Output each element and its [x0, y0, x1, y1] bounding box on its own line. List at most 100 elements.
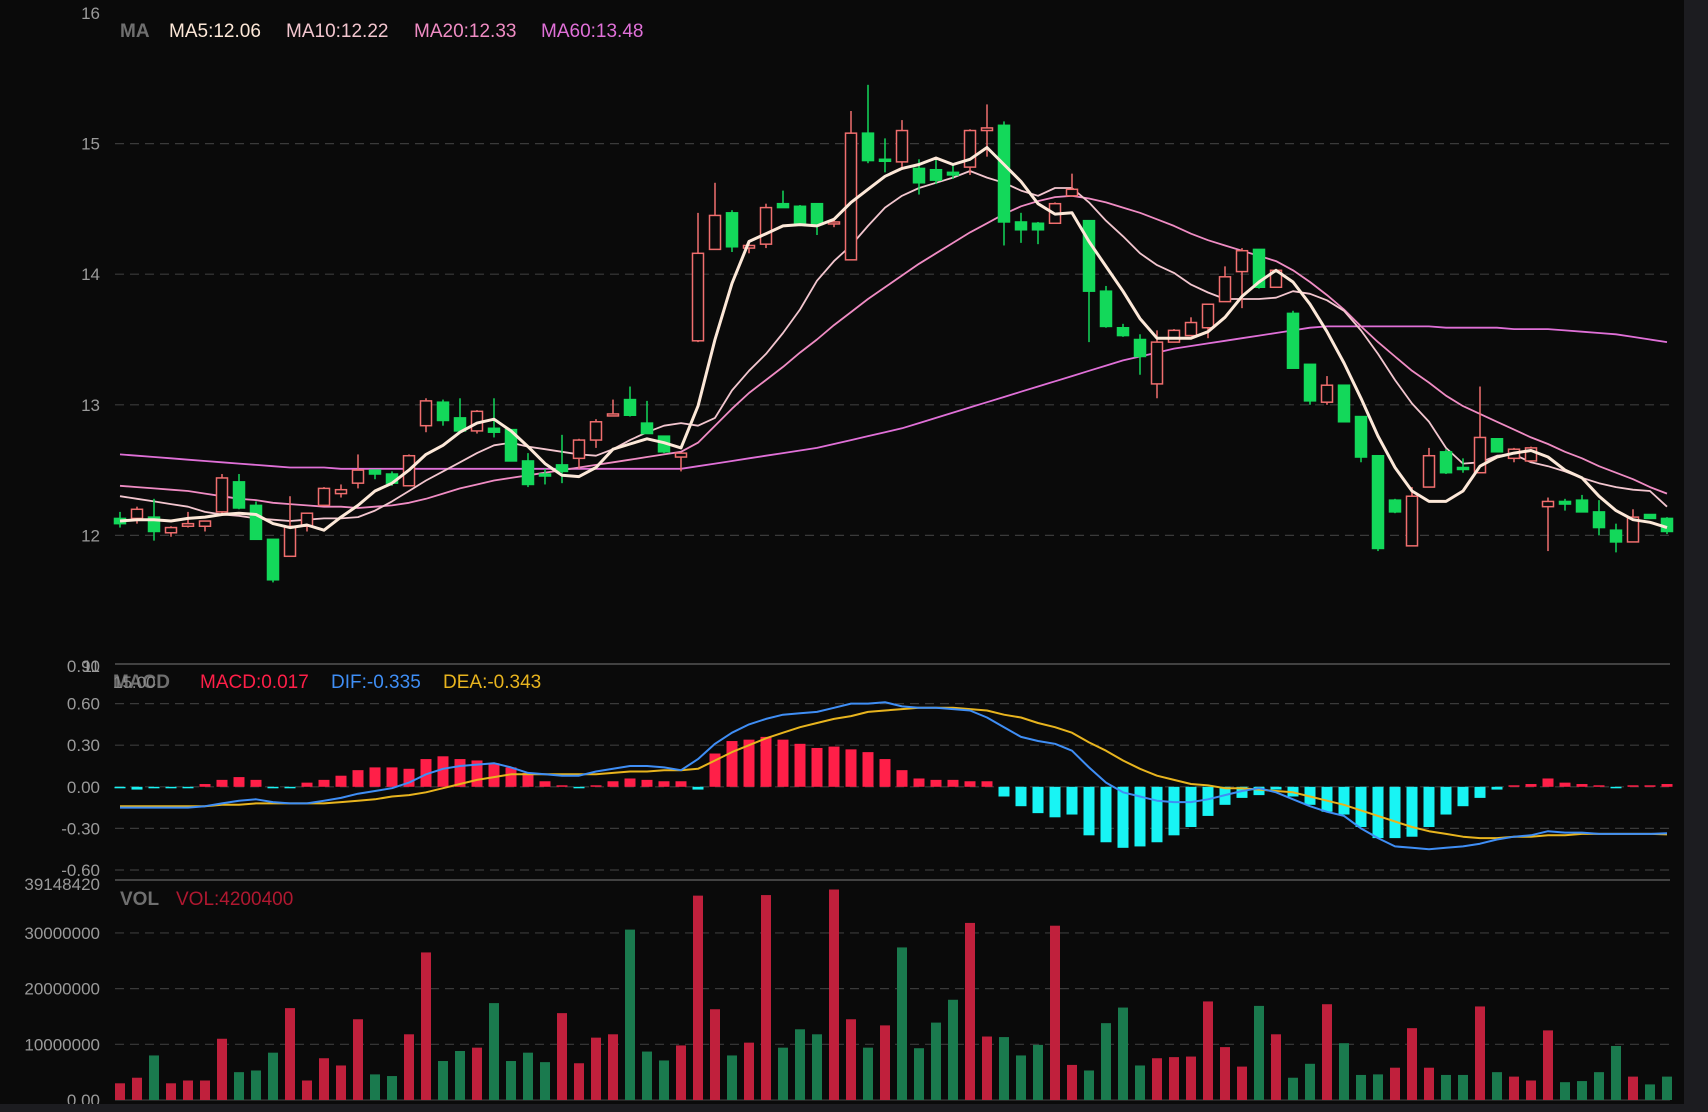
volume-bar [1424, 1067, 1434, 1100]
volume-bar [506, 1061, 516, 1100]
candlestick [368, 469, 382, 480]
volume-bar [200, 1080, 210, 1100]
volume-bar [268, 1052, 278, 1100]
dif-legend: DIF:-0.335 [331, 672, 421, 693]
volume-bar [965, 922, 975, 1100]
volume-bar [540, 1062, 550, 1100]
volume-bar [1033, 1044, 1043, 1100]
macd-bar [1117, 786, 1129, 848]
macd-bar [1593, 785, 1605, 787]
macd-bar [1100, 786, 1112, 843]
volume-bar [404, 1034, 414, 1100]
volume-bar [1220, 1047, 1230, 1100]
volume-bar [727, 1055, 737, 1100]
ma60-legend: MA60:13.48 [541, 21, 643, 42]
macd-bar [1015, 786, 1027, 807]
volume-bar [880, 1025, 890, 1100]
candle-body [1592, 511, 1606, 529]
volume-panel[interactable] [115, 889, 1672, 1100]
macd-bar [1542, 778, 1554, 787]
candlestick [572, 438, 586, 469]
candlestick [1592, 500, 1606, 536]
candle-body [419, 400, 433, 427]
candlestick [623, 386, 637, 417]
volume-bar [778, 1047, 788, 1100]
macd-bar [709, 753, 721, 787]
macd-bar [301, 782, 313, 787]
candlestick [861, 84, 875, 164]
candlestick [1354, 415, 1368, 463]
candle-body [1626, 516, 1640, 543]
candlestick [1320, 376, 1334, 405]
candlestick [1524, 446, 1538, 462]
candle-body [130, 508, 144, 520]
macd-bar [216, 779, 228, 787]
macd-bar [437, 756, 449, 787]
macd-bar [1474, 786, 1486, 798]
candle-body [589, 421, 603, 441]
candlestick [1456, 458, 1470, 473]
volume-bar [1135, 1065, 1145, 1100]
candlestick [640, 400, 654, 435]
macd-bar [454, 759, 466, 787]
candlestick [1541, 497, 1555, 552]
candlestick [1643, 513, 1657, 520]
macd-panel[interactable] [114, 701, 1673, 851]
candlestick [1609, 523, 1623, 553]
chart-canvas[interactable]: 16 15 14 13 12 110.90 0.60 0.30 0.00 -0.30 -0.6039… [0, 0, 1684, 1104]
volume-bar [1016, 1055, 1026, 1100]
volume-bar [421, 952, 431, 1100]
y-axis-labels: 16 15 14 13 12 110.90 0.60 0.30 0.00 -0.30 -0.6039… [24, 4, 100, 1104]
candlestick [1099, 285, 1113, 328]
volume-bar [336, 1065, 346, 1100]
candlestick [929, 157, 943, 185]
volume-bar [1186, 1056, 1196, 1100]
macd-bar [879, 759, 891, 787]
candle-body [1031, 222, 1045, 231]
dea-line [120, 706, 1668, 840]
volume-bar [132, 1077, 142, 1100]
candlestick [300, 512, 314, 532]
volume-bar [1390, 1067, 1400, 1100]
candle-body [878, 158, 892, 163]
volume-bar [1118, 1007, 1128, 1100]
macd-bar [981, 781, 993, 787]
vol-legend: VOL VOL:4200400 [120, 889, 293, 910]
candle-body [368, 469, 382, 475]
candlestick [674, 452, 688, 472]
candle-body [776, 202, 790, 209]
candle-body [1235, 249, 1249, 273]
candle-body [147, 516, 161, 533]
macd-bar [1406, 786, 1418, 837]
price-tick-label: 16 [81, 4, 100, 23]
volume-bar [166, 1083, 176, 1100]
macd-bar [522, 772, 534, 787]
candlestick [946, 164, 960, 179]
bottom-frame [0, 1104, 1708, 1112]
ma-legend-title: MA [120, 21, 150, 42]
candlestick [164, 526, 178, 537]
volume-tick-label: 30000000 [24, 924, 100, 943]
candle-body [1558, 500, 1572, 505]
price-panel[interactable] [113, 84, 1674, 583]
macd-bar [1134, 786, 1146, 847]
candlestick [1439, 449, 1453, 475]
macd-bar [641, 779, 653, 787]
volume-bar [1509, 1076, 1519, 1100]
candlestick [419, 398, 433, 433]
candlestick [1218, 266, 1232, 303]
candle-body [895, 129, 909, 163]
macd-bar [1185, 786, 1197, 828]
candle-body [572, 439, 586, 460]
volume-bar [897, 947, 907, 1100]
candlestick [1133, 334, 1147, 375]
candlestick [1371, 454, 1385, 552]
right-frame [1684, 0, 1708, 1112]
candle-body [1099, 290, 1113, 328]
volume-bar [608, 1034, 618, 1100]
candle-body [912, 167, 926, 184]
volume-bar [1373, 1074, 1383, 1100]
macd-bar [182, 786, 194, 789]
macd-bar [556, 785, 568, 787]
macd-bar [1644, 785, 1656, 787]
